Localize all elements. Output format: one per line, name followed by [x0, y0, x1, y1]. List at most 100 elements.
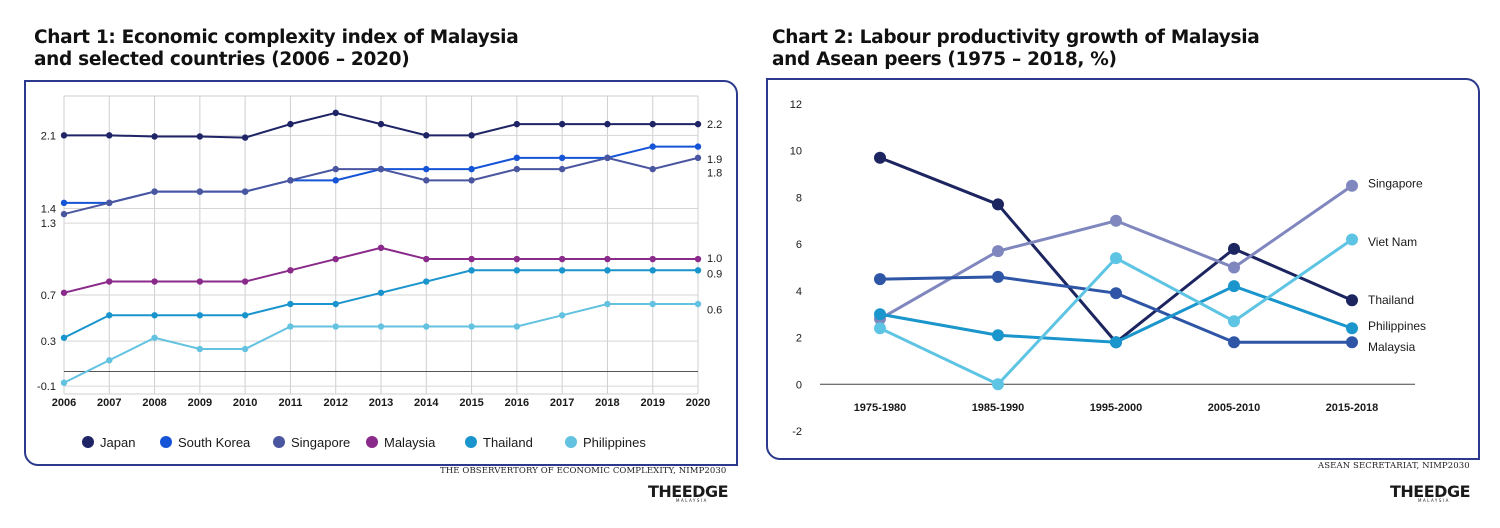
chart1-data-point-singapore [423, 177, 430, 184]
chart1-data-point-philippines [332, 323, 339, 330]
chart1-data-point-thailand [287, 300, 294, 308]
chart1-x-tick-label: 2009 [188, 397, 212, 409]
chart2-data-point-singapore [992, 245, 1004, 258]
chart1-data-point-malaysia [332, 255, 339, 263]
chart1-data-point-philippines [151, 334, 158, 341]
chart2-data-point-viet-nam [1346, 233, 1358, 246]
chart1-data-point-philippines [196, 345, 204, 353]
chart1-legend-label-philippines: Philippines [583, 435, 646, 450]
chart2-logo: THEEDGE MALAYSIA [1390, 482, 1471, 503]
chart2-data-point-philippines [1228, 280, 1240, 293]
chart2-data-point-viet-nam [874, 322, 886, 335]
chart2-data-point-viet-nam [1110, 252, 1122, 265]
chart1-x-tick-label: 2013 [369, 397, 393, 409]
chart1-data-point-philippines [558, 312, 566, 319]
chart1-data-point-thailand [468, 267, 475, 274]
chart1-data-point-japan [241, 134, 249, 141]
chart2-series-label-viet-nam: Viet Nam [1368, 235, 1417, 249]
chart1-data-point-singapore [196, 188, 204, 195]
chart2-data-point-singapore [1110, 214, 1122, 227]
chart2-logo-text: THEEDGE [1390, 482, 1471, 501]
chart1-data-point-philippines [513, 323, 521, 330]
chart2-plot: 12 10 8 6 4 2 0 -2 1975-1980 1985-1990 1995-2000 20… [790, 99, 1426, 438]
chart2-series-line-thailand [879, 156, 1353, 345]
chart1-legend-marker-south-korea [160, 436, 172, 448]
chart1-data-point-south-korea [649, 143, 656, 150]
chart1-data-point-singapore [106, 199, 113, 207]
chart1-x-tick-label: 2019 [640, 397, 664, 409]
chart1-data-point-thailand [694, 267, 702, 274]
chart2-series-label-malaysia: Malaysia [1368, 340, 1416, 354]
chart2-series-line-malaysia [879, 275, 1352, 344]
chart1-data-point-malaysia [649, 255, 656, 263]
chart1-left-value-label: 2.1 [41, 130, 56, 142]
chart2-data-point-philippines [1346, 322, 1358, 335]
chart1-data-point-singapore [604, 154, 611, 162]
chart2-series-label-singapore: Singapore [1368, 176, 1423, 190]
chart1-right-value-label: 1.0 [707, 253, 722, 265]
chart1-data-point-philippines [241, 345, 249, 353]
chart1-left-value-label: -0.1 [37, 381, 56, 393]
chart2-data-point-philippines [992, 329, 1004, 342]
chart2-title: Chart 2: Labour productivity growth of M… [772, 27, 1260, 71]
chart2-series-label-thailand: Thailand [1368, 293, 1414, 307]
chart1-logo-text: THEEDGE [648, 482, 729, 501]
chart1-left-value-label: 0.7 [41, 290, 56, 302]
chart1-data-point-japan [151, 133, 158, 140]
chart1-data-point-malaysia [60, 289, 68, 296]
chart1-data-point-japan [60, 132, 68, 139]
chart2-data-point-malaysia [1228, 336, 1240, 349]
chart1-data-point-south-korea [694, 143, 702, 150]
chart2-x-tick-label: 1985-1990 [972, 402, 1025, 414]
chart2-y-tick-label: 4 [796, 286, 802, 298]
chart1-data-point-philippines [694, 300, 702, 308]
chart1-data-point-thailand [513, 267, 521, 274]
chart2-y-tick-label: 10 [790, 146, 802, 158]
chart2-logo-sub: MALAYSIA [1418, 498, 1450, 503]
chart1-x-tick-label: 2020 [686, 397, 710, 409]
chart1-data-point-south-korea [513, 154, 521, 162]
chart1-data-point-philippines [377, 323, 385, 330]
chart2-y-tick-label: 8 [796, 192, 802, 204]
chart1-data-point-japan [423, 132, 430, 139]
chart1-x-tick-label: 2015 [459, 397, 483, 409]
chart1-title-line1: Chart 1: Economic complexity index of Ma… [34, 27, 519, 48]
chart1-right-value-label: 2.2 [707, 119, 722, 131]
chart2-data-point-malaysia [1110, 287, 1122, 300]
chart1-data-point-singapore [468, 177, 475, 184]
chart1-legend-label-south-korea: South Korea [178, 435, 251, 450]
chart1-data-point-philippines [423, 323, 430, 330]
chart2-y-tick-label: 2 [796, 333, 802, 345]
chart1-data-point-malaysia [151, 278, 158, 285]
chart2-data-point-singapore [1228, 261, 1240, 274]
chart1-data-point-japan [106, 132, 113, 139]
chart1-data-point-thailand [377, 289, 385, 296]
chart2-data-point-viet-nam [1228, 315, 1240, 328]
chart1-data-point-singapore [649, 165, 656, 173]
chart1-left-value-label: 0.3 [41, 336, 56, 348]
chart1-data-point-japan [604, 120, 611, 128]
chart1-legend-marker-thailand [465, 436, 477, 448]
chart1-data-point-south-korea [60, 199, 68, 207]
chart1-data-point-singapore [332, 165, 339, 173]
chart1-data-point-malaysia [196, 278, 204, 285]
chart1-x-tick-label: 2007 [97, 397, 121, 409]
chart2-data-point-malaysia [874, 273, 886, 286]
chart1-data-point-singapore [151, 188, 158, 195]
chart2-y-tick-label: 0 [796, 379, 802, 391]
chart1-data-point-singapore [60, 210, 68, 218]
chart2-y-tick-label: 12 [790, 99, 802, 111]
chart1-data-point-south-korea [558, 154, 566, 162]
chart1-data-point-thailand [558, 267, 566, 274]
chart1-data-point-thailand [60, 334, 68, 341]
chart1-data-point-japan [558, 120, 566, 128]
chart1-data-point-japan [377, 120, 385, 128]
chart1-source: THE OBSERVERTORY OF ECONOMIC COMPLEXITY,… [440, 466, 727, 476]
chart1-logo-sub: MALAYSIA [676, 498, 708, 503]
chart1-legend-marker-philippines [565, 436, 577, 448]
chart1-x-tick-label: 2006 [52, 397, 76, 409]
chart2-x-tick-label: 2005-2010 [1208, 402, 1261, 414]
chart1-data-point-japan [332, 109, 339, 117]
chart1-data-point-south-korea [423, 165, 430, 173]
chart1-data-point-thailand [332, 300, 339, 308]
